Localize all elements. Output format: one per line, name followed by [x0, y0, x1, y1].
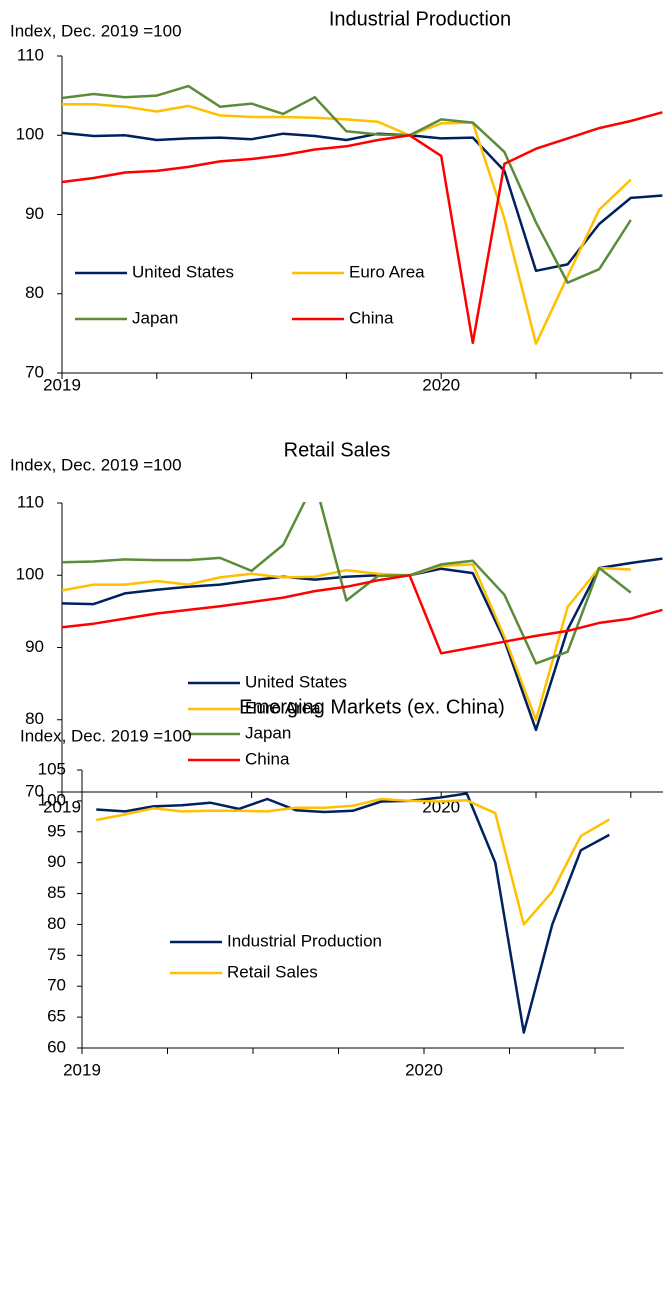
- series-line: [62, 574, 663, 655]
- series-line: [96, 797, 610, 926]
- y-tick-label: 90: [25, 637, 44, 656]
- x-tick-label: 2019: [63, 1060, 101, 1079]
- legend-label: Japan: [132, 308, 178, 327]
- chart-title: Retail Sales: [284, 439, 391, 461]
- series-line: [62, 103, 632, 345]
- legend-label: Industrial Production: [227, 931, 382, 950]
- chart-title: Emerging Markets (ex. China): [239, 696, 505, 718]
- series-line: [96, 792, 610, 1034]
- legend-label: Retail Sales: [227, 962, 318, 981]
- series-line: [62, 131, 663, 273]
- series-line: [62, 557, 663, 732]
- legend-label: China: [245, 749, 290, 768]
- y-tick-label: 105: [38, 759, 66, 778]
- series-line: [62, 502, 632, 665]
- chart-title: Industrial Production: [329, 8, 511, 30]
- x-tick-label: 2020: [422, 375, 460, 394]
- x-tick-label: 2020: [405, 1060, 443, 1079]
- y-tick-label: 110: [17, 45, 44, 64]
- y-tick-label: 85: [47, 883, 66, 902]
- legend-label: Euro Area: [245, 698, 321, 717]
- y-tick-label: 90: [47, 852, 66, 871]
- y-tick-label: 110: [17, 492, 44, 511]
- series-line: [62, 84, 632, 284]
- y-tick-label: 70: [47, 976, 66, 995]
- y-axis-label: Index, Dec. 2019 =100: [20, 726, 192, 745]
- y-tick-label: 95: [47, 821, 66, 840]
- y-tick-label: 60: [47, 1037, 66, 1056]
- y-tick-label: 70: [25, 362, 44, 381]
- y-tick-label: 65: [47, 1007, 66, 1026]
- y-tick-label: 80: [25, 283, 44, 302]
- legend-label: China: [349, 308, 394, 327]
- legend-label: Japan: [245, 723, 291, 742]
- y-tick-label: 80: [25, 709, 44, 728]
- series-line: [62, 563, 631, 722]
- y-tick-label: 100: [16, 565, 44, 584]
- legend-label: Euro Area: [349, 262, 425, 281]
- y-axis-label: Index, Dec. 2019 =100: [10, 455, 182, 474]
- series-line: [62, 111, 663, 345]
- legend-label: United States: [132, 262, 234, 281]
- y-tick-label: 90: [25, 204, 44, 223]
- y-tick-label: 100: [16, 125, 44, 144]
- y-tick-label: 70: [25, 781, 44, 800]
- y-tick-label: 80: [47, 914, 66, 933]
- y-tick-label: 100: [38, 790, 66, 809]
- x-tick-label: 2019: [43, 375, 81, 394]
- y-axis-label: Index, Dec. 2019 =100: [10, 21, 182, 40]
- y-tick-label: 75: [47, 945, 66, 964]
- x-tick-label: 2019: [43, 797, 81, 816]
- legend-label: United States: [245, 672, 347, 691]
